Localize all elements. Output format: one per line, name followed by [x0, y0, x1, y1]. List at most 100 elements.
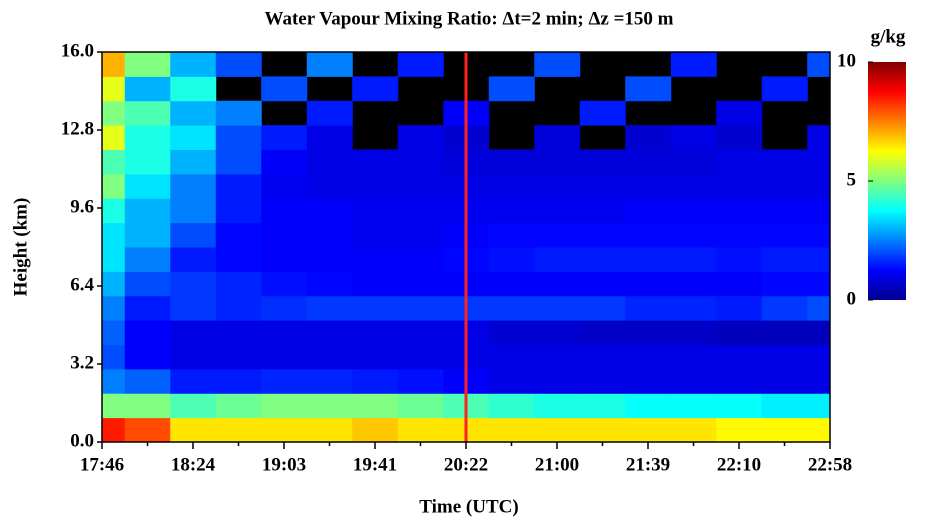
heatmap-cell [534, 247, 581, 272]
heatmap-cell [716, 149, 763, 175]
heatmap-cell [397, 198, 444, 224]
heatmap-cell [170, 344, 217, 370]
heatmap-cell [579, 149, 626, 175]
heatmap-cell [534, 149, 581, 175]
y-tick-label: 3.2 [70, 352, 94, 373]
heatmap-cell [102, 222, 126, 248]
heatmap-cell [102, 125, 126, 150]
heatmap-cell [124, 76, 171, 102]
heatmap-cell [807, 173, 831, 199]
heatmap-cell [261, 125, 308, 150]
heatmap-cell [124, 173, 171, 199]
heatmap-cell [397, 320, 444, 345]
heatmap-cell [670, 320, 717, 345]
heatmap-cell [534, 344, 581, 370]
heatmap-cell [215, 100, 262, 126]
heatmap-cell [261, 198, 308, 224]
heatmap-cell [625, 344, 672, 370]
heatmap-cell [625, 368, 672, 394]
heatmap-cell [397, 247, 444, 272]
heatmap-cell [670, 125, 717, 150]
heatmap-cell [625, 417, 672, 443]
heatmap-cell [170, 417, 217, 443]
heatmap-cell [397, 393, 444, 419]
heatmap-cell [534, 320, 581, 345]
heatmap-cell [670, 198, 717, 224]
heatmap-cell [579, 271, 626, 297]
heatmap-cell [488, 393, 535, 419]
x-tick-label: 22:10 [717, 454, 761, 475]
heatmap-cell [261, 320, 308, 345]
heatmap-cell [579, 368, 626, 394]
heatmap-cell [306, 52, 353, 77]
heatmap-cell [102, 149, 126, 175]
heatmap-cell [102, 417, 126, 443]
heatmap-cell [215, 368, 262, 394]
y-tick-label: 0.0 [70, 430, 94, 451]
heatmap-cell [102, 198, 126, 224]
heatmap-cell [306, 271, 353, 297]
heatmap-cell [124, 222, 171, 248]
heatmap-cell [170, 125, 217, 150]
heatmap-cell [488, 344, 535, 370]
heatmap-cell [352, 368, 399, 394]
heatmap-cell [397, 368, 444, 394]
heatmap-cell [761, 344, 808, 370]
heatmap-cell [761, 76, 808, 102]
heatmap-cell [261, 247, 308, 272]
colorbar-label: g/kg [871, 26, 906, 47]
heatmap-cell [306, 368, 353, 394]
heatmap-cell [102, 344, 126, 370]
heatmap-cell [397, 125, 444, 150]
heatmap-cell [670, 247, 717, 272]
heatmap-cell [306, 393, 353, 419]
heatmap-cell [488, 295, 535, 321]
heatmap-cell [352, 76, 399, 102]
heatmap-cell [716, 368, 763, 394]
heatmap-cell [352, 417, 399, 443]
heatmap-cell [306, 198, 353, 224]
heatmap-cell [215, 295, 262, 321]
heatmap-cell [670, 344, 717, 370]
x-tick-label: 21:00 [535, 454, 579, 475]
heatmap-cell [102, 393, 126, 419]
heatmap-cell [215, 417, 262, 443]
heatmap-cell [716, 173, 763, 199]
x-tick-label: 21:39 [626, 454, 670, 475]
heatmap-cell [352, 247, 399, 272]
colorbar [868, 62, 906, 300]
heatmap-cell [534, 295, 581, 321]
heatmap-cell [716, 100, 763, 126]
heatmap-cell [488, 320, 535, 345]
x-tick-label: 18:24 [171, 454, 216, 475]
heatmap-cell [306, 247, 353, 272]
heatmap-cell [170, 247, 217, 272]
x-tick-label: 22:58 [808, 454, 852, 475]
heatmap-cell [670, 149, 717, 175]
heatmap-cell [352, 149, 399, 175]
heatmap-cell [102, 76, 126, 102]
heatmap-cell [807, 417, 831, 443]
heatmap-cell [170, 393, 217, 419]
heatmap-cell [488, 76, 535, 102]
heatmap-cell [625, 271, 672, 297]
colorbar-tick-label: 10 [837, 50, 856, 71]
heatmap-cell [170, 173, 217, 199]
heatmap-cell [261, 368, 308, 394]
heatmap-cell [352, 271, 399, 297]
heatmap-cell [352, 198, 399, 224]
chart-title: Water Vapour Mixing Ratio: Δt=2 min; Δz … [265, 8, 674, 29]
heatmap-cell [170, 149, 217, 175]
heatmap-cell [102, 271, 126, 297]
heatmap-cell [670, 52, 717, 77]
heatmap-cell [534, 417, 581, 443]
heatmap-cell [170, 100, 217, 126]
heatmap-cell [488, 417, 535, 443]
heatmap-cell [124, 198, 171, 224]
heatmap-cell [124, 247, 171, 272]
heatmap-cell [102, 368, 126, 394]
heatmap-cell [670, 173, 717, 199]
heatmap-cell [170, 76, 217, 102]
heatmap-cell [261, 222, 308, 248]
